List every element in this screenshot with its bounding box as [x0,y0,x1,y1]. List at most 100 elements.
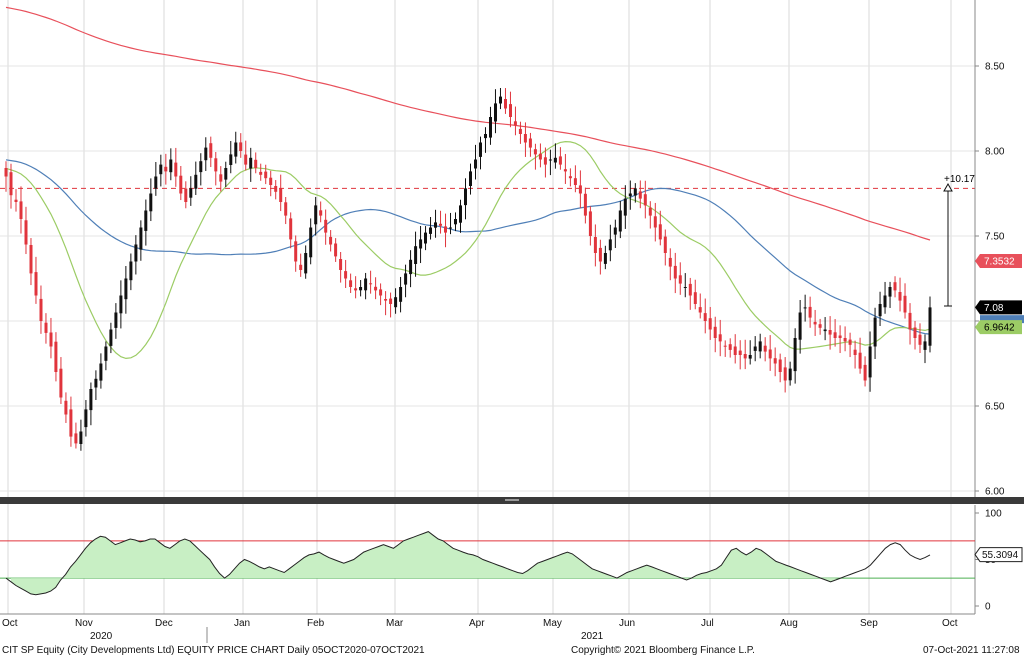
candle-up [94,378,98,388]
candle-up [464,188,467,206]
month-label: Jul [701,618,714,629]
candle-up [499,96,502,104]
candle-down [444,226,447,233]
ma-fast-tag: 6.9642 [984,323,1015,334]
panel-divider[interactable] [0,497,1024,504]
candle-down [908,312,912,330]
candle-down [778,359,782,372]
candle-up [823,329,827,332]
candle-up [234,142,238,157]
candle-up [109,329,113,346]
candle-down [164,166,168,172]
candle-up [139,227,143,250]
candle-down [284,202,288,216]
candle-up [424,232,427,244]
candle-down [339,259,343,270]
candle-up [928,307,932,346]
candle-up [104,346,108,361]
candle-down [838,335,842,338]
candle-down [29,245,33,274]
candle-down [294,241,298,262]
candle-up [603,253,607,264]
rsi-oversold-fill [10,531,836,595]
candle-down [274,186,278,192]
candle-up [159,164,163,175]
candle-down [763,345,767,352]
candle-down [389,298,393,304]
candle-up [149,193,153,212]
candle-down [64,400,68,415]
candle-down [663,236,667,253]
footer-timestamp: 07-Oct-2021 11:27:08 [923,645,1020,656]
candle-down [898,292,902,301]
candle-up [414,246,418,264]
candle-down [583,193,587,216]
candle-down [299,264,303,270]
candle-down [369,283,373,285]
candle-down [693,292,697,304]
candle-down [848,339,852,345]
candle-down [324,219,328,233]
candle-up [449,227,452,229]
candle-up [618,210,622,232]
candle-down [658,224,662,240]
candle-down [573,178,577,185]
candle-up [129,261,133,281]
candle-down [174,162,178,177]
candle-down [728,344,732,350]
candle-down [568,176,572,179]
candle-down [708,318,712,330]
month-label: Mar [386,618,404,629]
candle-down [374,286,378,291]
candle-down [818,324,822,328]
candle-up [79,431,83,444]
candle-down [808,306,812,318]
candle-down [638,191,642,199]
candle-down [813,321,817,325]
price-tick-label: 6.50 [985,402,1005,413]
candle-down [563,169,567,172]
price-tick-label: 8.00 [985,147,1005,158]
candle-down [518,128,522,134]
candle-down [893,282,897,291]
candle-up [134,244,138,262]
year-label: 2021 [581,631,604,642]
candle-down [34,272,38,296]
month-label: May [543,618,562,629]
candle-up [394,297,398,308]
month-label: Nov [75,618,93,629]
candle-down [858,352,862,369]
candle-down [219,174,223,182]
candle-down [648,207,652,216]
ma-mid-line [5,159,931,335]
ma-fast-tag-bg [975,320,1022,335]
candle-down [329,236,333,245]
candle-down [49,332,53,347]
candle-down [14,199,18,202]
candle-up [753,346,757,351]
candle-down [239,142,243,151]
candlesticks [4,87,932,451]
candle-up [683,287,687,288]
candle-up [613,227,617,235]
last-price-tag-bg [975,300,1022,315]
year-label: 2020 [90,631,113,642]
candle-down [783,367,787,381]
candle-up [189,188,193,198]
rsi-last-tag-bg [974,547,1023,563]
candle-up [434,222,437,228]
candle-up [224,168,228,180]
candle-up [99,363,103,381]
time-axis: Oct Nov Dec Jan Feb Mar Apr May Jun Jul Aug Sep Oct 2… [0,613,975,643]
candle-up [474,159,477,169]
price-chart: +10.17 6.006.507.007.508.008.507.35327.0… [0,0,1024,643]
candle-down [643,194,647,206]
candle-up [479,142,482,157]
candle-down [259,171,263,175]
candle-down [269,177,273,185]
candle-down [828,330,832,335]
candle-down [214,158,218,172]
candle-up [454,219,457,225]
price-tick-label: 6.00 [985,487,1005,498]
